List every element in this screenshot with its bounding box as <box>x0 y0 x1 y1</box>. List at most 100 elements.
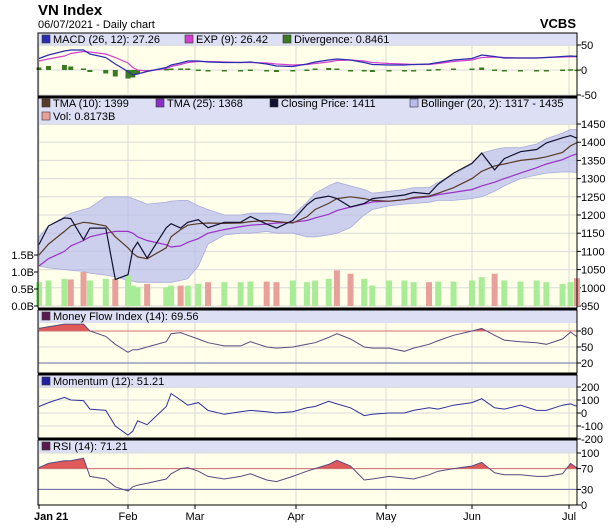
divergence-bar <box>264 70 270 72</box>
divergence-bar <box>361 70 367 72</box>
volume-bar <box>312 280 319 306</box>
divergence-bar <box>81 68 86 70</box>
divergence-bar <box>348 70 354 72</box>
legend-label: EXP (9): 26.42 <box>196 34 268 46</box>
legend-band <box>38 310 577 323</box>
divergence-bar <box>386 70 392 72</box>
legend-label: Vol: 0.8173B <box>53 111 115 123</box>
volume-bar <box>263 281 270 306</box>
y-tick-label: 70 <box>581 464 593 476</box>
legend-label: Money Flow Index (14): 69.56 <box>53 311 199 323</box>
volume-tick-label: 0.5B <box>11 284 34 296</box>
panel-rsi: 100 70 30 0 RSI (14): 71.21 <box>38 440 599 512</box>
volume-bar <box>195 283 202 306</box>
legend-swatch <box>282 34 292 44</box>
tma25-line <box>38 153 578 267</box>
divergence-bar <box>492 69 498 71</box>
divergence-bar <box>534 70 540 72</box>
y-tick-label: 1350 <box>581 155 605 167</box>
legend-label: Divergence: 0.8461 <box>294 34 389 46</box>
volume-tick-label: 1.5B <box>11 250 34 262</box>
volume-bar <box>303 282 310 306</box>
divergence-bar <box>87 70 93 72</box>
legend-swatch <box>41 311 51 321</box>
divergence-bar <box>411 70 417 72</box>
y-tick-label: 1050 <box>581 265 605 277</box>
divergence-bar <box>568 69 574 71</box>
y-tick-label: 200 <box>581 382 599 394</box>
y-tick-label: 30 <box>581 484 593 496</box>
y-tick-label: 50 <box>581 40 593 52</box>
x-tick-label: Mar <box>186 511 205 523</box>
divergence-bar <box>426 69 432 71</box>
chart-layer: 50 0 -50 MACD (26, 12): 27.26 EXP (9): 26.42… <box>11 32 605 523</box>
volume-bar <box>134 287 141 306</box>
volume-bar <box>543 282 550 306</box>
y-tick-label: 50 <box>581 342 593 354</box>
x-tick-label: Jun <box>463 511 481 523</box>
legend-swatch <box>155 98 165 108</box>
divergence-bar <box>68 66 74 70</box>
legend-label: Momentum (12): 51.21 <box>53 376 164 388</box>
legend-swatch <box>41 98 51 108</box>
divergence-bar <box>112 70 118 77</box>
legend-band <box>38 97 577 125</box>
legend-swatch <box>41 34 51 44</box>
volume-bar <box>221 282 228 306</box>
y-tick-label: -100 <box>581 421 603 433</box>
volume-bar <box>80 272 87 306</box>
volume-bar <box>129 285 136 306</box>
volume-bar <box>273 282 280 306</box>
macd-line <box>38 49 578 76</box>
divergence-bar <box>61 65 67 70</box>
y-tick-label: 0 <box>581 500 587 512</box>
legend-label: TMA (10): 1399 <box>53 98 129 110</box>
volume-bar <box>184 285 191 306</box>
volume-bar <box>491 273 498 306</box>
volume-bar <box>401 280 408 306</box>
x-tick-label: Jan 21 <box>34 511 68 523</box>
chart-subtitle: 06/07/2021 - Daily chart <box>38 19 155 31</box>
divergence-bar <box>221 70 227 72</box>
momentum-line <box>38 392 578 436</box>
volume-bar <box>469 280 475 306</box>
volume-bar <box>333 270 340 306</box>
volume-bar <box>478 277 485 306</box>
exp-line <box>38 50 577 72</box>
volume-bar <box>86 280 93 306</box>
divergence-bar <box>479 67 485 70</box>
legend-swatch <box>184 34 194 44</box>
y-tick-label: 1400 <box>581 137 605 149</box>
y-tick-label: 0 <box>581 65 587 77</box>
y-tick-label: 1100 <box>581 246 605 258</box>
y-tick-label: 20 <box>581 358 593 370</box>
volume-bar <box>61 278 68 306</box>
y-tick-label: 1150 <box>581 228 605 240</box>
legend-swatch <box>269 98 279 108</box>
rsi-line <box>38 457 578 492</box>
legend-label: TMA (25): 1368 <box>167 98 243 110</box>
volume-bar <box>386 280 393 306</box>
panel-macd: 50 0 -50 MACD (26, 12): 27.26 EXP (9): 26.42… <box>36 33 597 102</box>
legend-band <box>38 33 577 46</box>
volume-bar <box>45 280 52 306</box>
y-tick-label: 1200 <box>581 210 605 222</box>
divergence-bar <box>469 68 475 70</box>
legend-swatch <box>409 98 419 108</box>
volume-bar <box>426 282 432 306</box>
legend-band <box>38 375 577 388</box>
legend-swatch <box>41 376 51 386</box>
volume-bar <box>325 278 332 306</box>
divergence-bar <box>290 70 296 72</box>
divergence-bar <box>247 69 253 71</box>
x-tick-label: Jul <box>562 511 576 523</box>
legend-label: RSI (14): 71.21 <box>53 441 128 453</box>
divergence-bar <box>103 70 109 74</box>
volume-bar <box>533 280 540 306</box>
x-tick-label: May <box>376 511 397 523</box>
y-tick-label: 1300 <box>581 174 605 186</box>
divergence-bar <box>130 70 136 78</box>
volume-bar <box>450 281 457 306</box>
